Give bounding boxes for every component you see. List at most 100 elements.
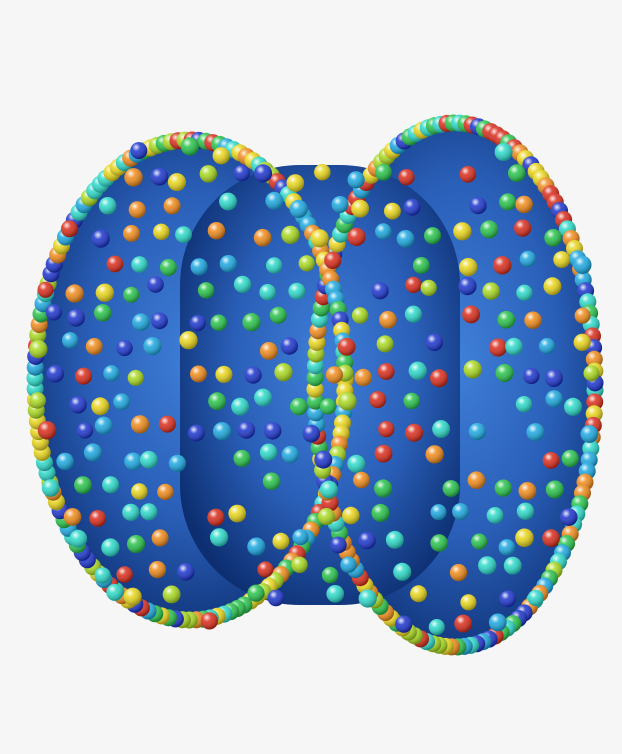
sphere-shading [515,396,533,413]
sphere-shading [378,421,395,438]
sphere-shading [210,528,229,547]
sphere-shading [374,479,393,498]
sphere-shading [442,480,460,497]
sphere-shading [459,166,477,183]
sphere-shading [545,390,563,408]
sphere-shading [219,255,237,273]
sphere-shading [176,563,195,581]
sphere-shading [379,311,397,329]
sphere-shading [289,199,308,219]
sphere-shading [29,392,46,409]
sphere-shading [469,196,487,215]
sphere-shading [208,392,227,411]
sphere-shading [354,368,372,387]
sphere-shading [89,510,107,527]
sphere-shading [263,422,282,440]
sphere-shading [310,229,329,248]
sphere-shading [329,536,347,554]
sphere-shading [498,539,515,556]
sphere-shading [314,164,331,181]
sphere-shading [91,229,110,248]
sphere-shading [480,220,499,239]
sphere-shading [158,415,176,433]
sphere-shading [358,531,376,550]
sphere-shading [306,392,324,410]
sphere-shading [524,311,542,329]
sphere-shading [69,529,88,548]
sphere-shading [124,168,143,187]
sphere-shading [128,201,146,219]
sphere-shading [526,423,545,442]
sphere-shading [267,589,285,607]
sphere-shading [497,310,516,329]
sphere-shading [259,284,276,301]
sphere-shading [340,556,357,573]
sphere-shading [486,507,504,524]
sphere-shading [489,338,507,357]
sphere-shading [157,483,174,500]
sphere-shading [515,528,534,547]
sphere-shading [374,444,393,463]
sphere-shading [140,503,158,521]
sphere-shading [452,503,469,520]
sphere-shading [539,338,555,354]
sphere-shading [151,529,169,547]
sphere-shading [458,277,477,296]
sphere-shading [197,282,215,299]
sphere-shading [371,503,390,522]
sphere-shading [449,564,468,582]
sphere-shading [523,367,540,385]
sphere-shading [95,283,114,302]
sphere-shading [432,420,450,438]
sphere-shading [353,471,370,489]
sphere-shading [231,397,250,416]
sphere-shading [132,313,150,332]
sphere-shading [199,165,217,183]
sphere-shading [207,222,226,240]
sphere-shading [516,502,535,520]
sphere-shading [37,281,54,298]
sphere-shading [167,173,186,192]
sphere-shading [162,585,181,604]
sphere-shading [553,251,571,268]
sphere-shading [403,392,420,410]
sphere-shading [281,445,299,464]
sphere-shading [190,258,208,276]
sphere-shading [398,169,415,186]
sphere-shading [499,590,517,608]
sphere-shading [314,450,333,469]
sphere-shading [559,508,578,526]
sphere-shading [385,530,404,549]
sphere-shading [459,258,478,277]
sphere-shading [410,585,427,603]
sphere-shading [168,454,186,472]
sphere-shading [123,225,140,242]
sphere-shading [63,508,82,526]
sphere-shading [103,365,120,382]
sphere-shading [259,443,278,461]
sphere-shading [94,416,113,435]
sphere-shading [371,282,389,300]
sphere-shading [493,256,512,275]
sphere-shading [462,305,480,324]
sphere-shading [482,282,500,300]
sphere-shading [408,361,427,380]
sphere-shading [543,277,562,296]
sphere-shading [215,365,233,383]
sphere-shading [83,443,102,462]
sphere-layer [26,114,604,656]
sphere-shading [495,364,514,382]
sphere-shading [123,587,142,606]
sphere-shading [74,476,92,494]
sphere-shading [124,452,142,471]
sphere-shading [45,304,62,321]
sphere-shading [75,367,93,385]
sphere-shading [428,619,445,635]
sphere-shading [404,305,422,323]
sphere-shading [46,364,65,383]
sphere-shading [228,504,246,523]
sphere-shading [272,532,290,550]
sphere-shading [319,480,338,499]
sphere-shading [259,342,278,360]
